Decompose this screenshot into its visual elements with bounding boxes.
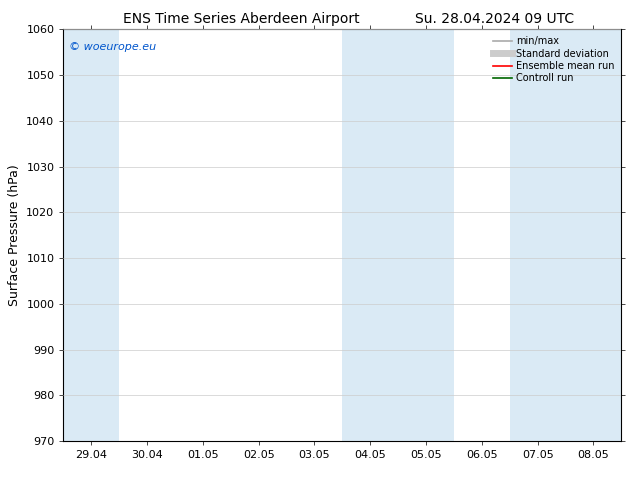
Bar — [342, 29, 454, 441]
Text: ENS Time Series Aberdeen Airport: ENS Time Series Aberdeen Airport — [122, 12, 359, 26]
Bar — [63, 29, 119, 441]
Bar — [510, 29, 621, 441]
Text: Su. 28.04.2024 09 UTC: Su. 28.04.2024 09 UTC — [415, 12, 574, 26]
Y-axis label: Surface Pressure (hPa): Surface Pressure (hPa) — [8, 164, 21, 306]
Legend: min/max, Standard deviation, Ensemble mean run, Controll run: min/max, Standard deviation, Ensemble me… — [491, 34, 616, 85]
Text: © woeurope.eu: © woeurope.eu — [69, 42, 156, 52]
